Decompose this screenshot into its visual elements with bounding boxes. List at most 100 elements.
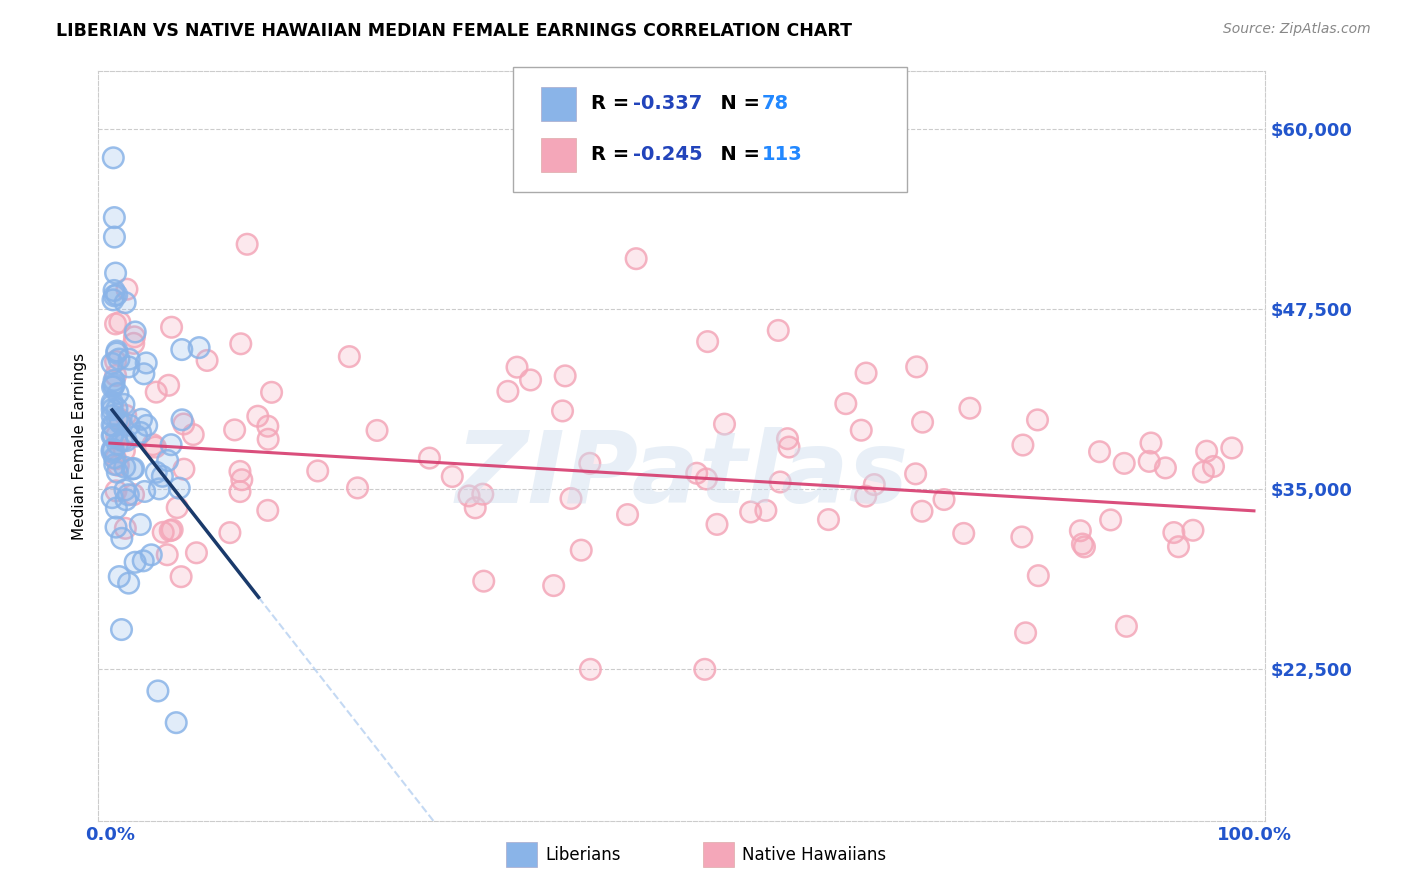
Point: [118, 418, 141, 433]
Point: [855, 489, 877, 503]
Point: [129, 517, 152, 532]
Point: [229, 336, 252, 351]
Point: [337, 350, 360, 364]
Point: [108, 315, 131, 329]
Point: [713, 417, 735, 431]
Point: [1167, 540, 1189, 554]
Point: [103, 379, 125, 393]
Point: [1088, 444, 1111, 458]
Text: Native Hawaiians: Native Hawaiians: [742, 847, 887, 864]
Point: [260, 385, 283, 400]
Point: [104, 354, 127, 368]
Point: [103, 373, 125, 387]
Point: [1011, 530, 1033, 544]
Point: [135, 418, 157, 433]
Point: [118, 359, 141, 374]
Point: [103, 230, 125, 244]
Point: [624, 252, 647, 266]
Point: [855, 366, 877, 380]
Point: [337, 350, 360, 364]
Point: [122, 336, 145, 351]
Point: [170, 570, 193, 584]
Point: [111, 434, 134, 448]
Point: [101, 427, 124, 442]
Point: [855, 366, 877, 380]
Point: [231, 473, 253, 487]
Point: [145, 440, 167, 454]
Point: [112, 397, 135, 411]
Point: [1099, 513, 1122, 527]
Point: [835, 397, 858, 411]
Point: [464, 500, 486, 515]
Point: [111, 434, 134, 448]
Point: [105, 501, 128, 516]
Point: [104, 451, 127, 466]
Text: LIBERIAN VS NATIVE HAWAIIAN MEDIAN FEMALE EARNINGS CORRELATION CHART: LIBERIAN VS NATIVE HAWAIIAN MEDIAN FEMAL…: [56, 22, 852, 40]
Point: [101, 442, 124, 457]
Point: [101, 395, 124, 409]
Point: [117, 488, 139, 502]
Point: [105, 346, 128, 360]
Point: [108, 352, 131, 367]
Point: [169, 481, 191, 495]
Point: [104, 483, 127, 498]
Text: 113: 113: [762, 145, 803, 164]
Point: [114, 460, 136, 475]
Point: [105, 287, 128, 301]
Point: [148, 482, 170, 496]
Point: [125, 429, 148, 443]
Point: [101, 429, 124, 443]
Point: [148, 482, 170, 496]
Point: [112, 443, 135, 458]
Point: [166, 500, 188, 515]
Point: [104, 483, 127, 498]
Point: [229, 465, 252, 479]
Point: [117, 488, 139, 502]
Point: [101, 395, 124, 409]
Point: [519, 373, 541, 387]
Point: [952, 526, 974, 541]
Point: [817, 512, 839, 526]
Point: [257, 432, 280, 446]
Point: [1069, 524, 1091, 538]
Point: [124, 330, 146, 344]
Point: [104, 458, 127, 472]
Point: [506, 360, 529, 375]
Point: [506, 360, 529, 375]
Point: [103, 211, 125, 225]
Point: [142, 438, 165, 452]
Point: [1026, 568, 1049, 582]
Point: [246, 409, 269, 424]
Point: [101, 380, 124, 394]
Point: [1220, 441, 1243, 455]
Point: [1192, 465, 1215, 479]
Point: [686, 467, 709, 481]
Point: [778, 440, 800, 454]
Point: [156, 453, 179, 467]
Point: [686, 467, 709, 481]
Point: [768, 323, 790, 337]
Point: [146, 684, 169, 698]
Text: N =: N =: [707, 95, 766, 113]
Point: [135, 356, 157, 370]
Point: [108, 412, 131, 426]
Point: [101, 293, 124, 307]
Point: [696, 334, 718, 349]
Point: [959, 401, 981, 416]
Point: [307, 464, 329, 478]
Point: [104, 317, 127, 331]
Point: [129, 425, 152, 440]
Point: [135, 418, 157, 433]
Point: [157, 378, 180, 392]
Point: [114, 409, 136, 423]
Point: [145, 465, 167, 479]
Point: [1012, 438, 1035, 452]
Point: [186, 546, 208, 560]
Point: [145, 385, 167, 400]
Point: [103, 230, 125, 244]
Point: [101, 491, 124, 505]
Text: Source: ZipAtlas.com: Source: ZipAtlas.com: [1223, 22, 1371, 37]
Point: [145, 465, 167, 479]
Point: [693, 662, 716, 676]
Point: [115, 492, 138, 507]
